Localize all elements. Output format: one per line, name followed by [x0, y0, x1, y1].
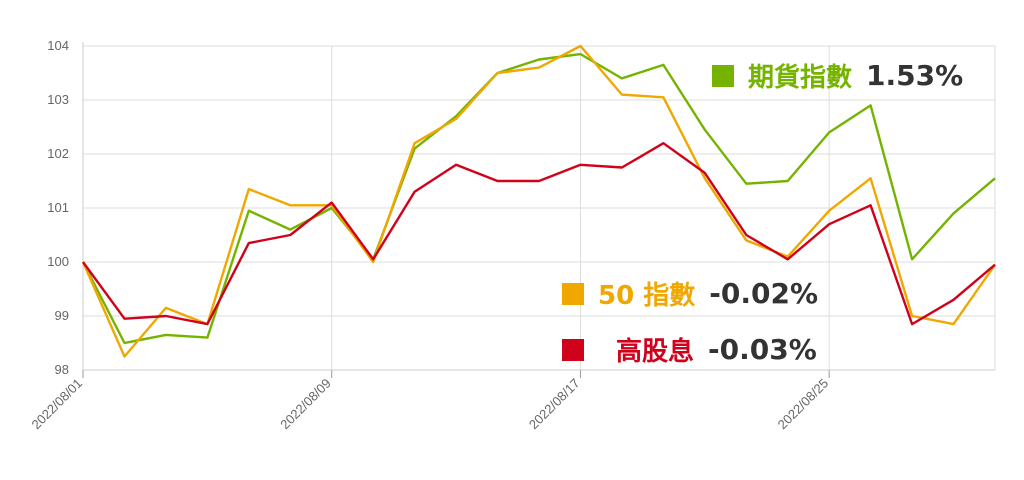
series-lines [81, 44, 996, 358]
x-tick-label: 2022/08/17 [526, 376, 583, 433]
y-tick-label: 102 [47, 146, 69, 161]
legend-label-futures: 期貨指數 [748, 63, 853, 93]
legend-change-50-index: -0.02% [709, 277, 818, 310]
y-tick-label: 103 [47, 92, 69, 107]
y-tick-label: 98 [55, 362, 69, 377]
legend-swatch-50-index [562, 282, 584, 305]
y-tick-label: 104 [47, 38, 69, 53]
legend-item-50-index: 50 指數 -0.02% [562, 275, 818, 312]
legend-item-futures: 期貨指數 1.53% [712, 57, 963, 94]
series-line-50-index [81, 44, 996, 358]
series-line-futures [81, 52, 996, 345]
legend-swatch-high-dividend [562, 338, 584, 361]
x-tick-label: 2022/08/01 [28, 376, 85, 433]
x-tick-label: 2022/08/09 [277, 376, 334, 433]
legend-change-futures: 1.53% [866, 59, 964, 92]
y-tick-label: 101 [47, 200, 69, 215]
x-tick-label: 2022/08/25 [775, 376, 832, 433]
legend-swatch-futures [712, 64, 734, 87]
axes: 98 99 100 101 102 103 104 2022/08/01 2022/08/09 2… [28, 38, 995, 432]
y-tick-label: 99 [55, 308, 69, 323]
grid [82, 45, 996, 371]
legend-change-high-dividend: -0.03% [708, 333, 817, 366]
legend-label-50-index: 50 指數 [598, 281, 696, 311]
legend-label-high-dividend: 高股息 [616, 337, 695, 367]
series-line-high-dividend [82, 141, 996, 326]
legend-item-high-dividend: 高股息 -0.03% [562, 331, 817, 368]
y-tick-label: 100 [47, 254, 69, 269]
